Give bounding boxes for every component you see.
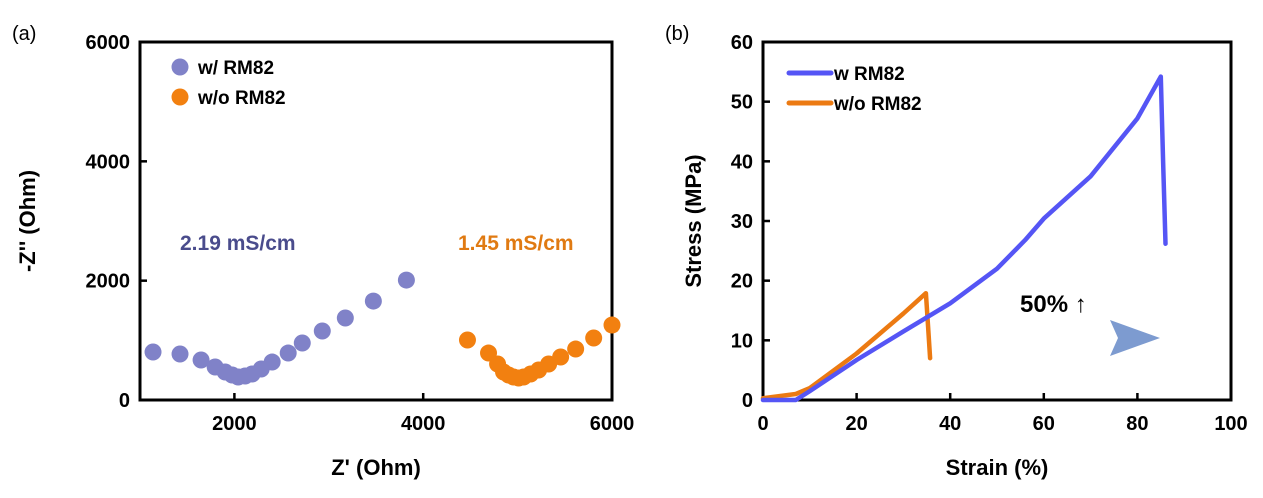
conductivity-annotation-w: 2.19 mS/cm xyxy=(180,232,296,255)
data-point-with-rm82 xyxy=(364,292,382,310)
y-tick-label: 0 xyxy=(119,390,130,412)
y-tick-label: 20 xyxy=(731,271,753,293)
y-tick-label: 60 xyxy=(731,32,753,54)
y-tick-label: 2000 xyxy=(86,271,131,293)
y-axis-label: Stress (MPa) xyxy=(681,154,706,287)
data-point-without-rm82 xyxy=(458,331,476,349)
legend-label: w/ RM82 xyxy=(197,58,274,79)
y-tick-label: 40 xyxy=(731,151,753,173)
y-axis-label: -Z'' (Ohm) xyxy=(15,170,40,272)
x-tick-label: 2000 xyxy=(212,413,257,435)
conductivity-annotation-wo: 1.45 mS/cm xyxy=(458,232,574,255)
legend-marker xyxy=(171,58,189,76)
improvement-annotation: 50% ↑ xyxy=(1020,291,1087,318)
y-tick-label: 10 xyxy=(731,330,753,352)
data-point-with-rm82 xyxy=(293,334,311,352)
y-tick-label: 6000 xyxy=(86,32,131,54)
x-tick-label: 60 xyxy=(1033,413,1055,435)
series-line-with-rm82 xyxy=(760,74,1168,403)
x-axis-label: Z' (Ohm) xyxy=(331,455,421,480)
legend-label: w/o RM82 xyxy=(833,94,922,115)
panel-a-label: (a) xyxy=(12,23,36,45)
data-point-with-rm82 xyxy=(144,343,162,361)
panel-b: 0 20 40 60 80 100 0 10 20 30 40 50 60 Strain (%) Stres… xyxy=(681,32,1248,480)
x-tick-label: 100 xyxy=(1214,413,1247,435)
data-point-with-rm82 xyxy=(263,353,281,371)
panel-b-label: (b) xyxy=(665,23,689,45)
x-tick-label: 6000 xyxy=(590,413,635,435)
legend-label: w/o RM82 xyxy=(197,88,286,109)
x-tick-label: 20 xyxy=(845,413,867,435)
y-tick-label: 50 xyxy=(731,92,753,114)
legend-marker xyxy=(171,88,189,106)
data-point-without-rm82 xyxy=(567,340,585,358)
x-tick-label: 0 xyxy=(757,413,768,435)
x-tick-label: 4000 xyxy=(401,413,446,435)
data-point-with-rm82 xyxy=(397,271,415,289)
panel-a: 2000 4000 6000 0 2000 4000 6000 Z' (Ohm) -Z'' (O… xyxy=(15,32,634,480)
y-tick-label: 4000 xyxy=(86,151,131,173)
data-point-without-rm82 xyxy=(585,329,603,347)
data-point-without-rm82 xyxy=(603,316,621,334)
arrow-head-icon xyxy=(1110,320,1160,356)
data-point-with-rm82 xyxy=(336,309,354,327)
series-line-without-rm82 xyxy=(760,290,933,401)
data-point-with-rm82 xyxy=(279,344,297,362)
y-tick-label: 30 xyxy=(731,211,753,233)
x-axis-label: Strain (%) xyxy=(946,455,1049,480)
x-tick-label: 40 xyxy=(939,413,961,435)
data-point-with-rm82 xyxy=(171,345,189,363)
data-point-without-rm82 xyxy=(552,348,570,366)
x-tick-label: 80 xyxy=(1126,413,1148,435)
data-point-with-rm82 xyxy=(313,322,331,340)
legend-label: w RM82 xyxy=(833,64,905,85)
y-tick-label: 0 xyxy=(742,390,753,412)
data-point-with-rm82 xyxy=(192,351,210,369)
plot-frame xyxy=(138,40,614,402)
